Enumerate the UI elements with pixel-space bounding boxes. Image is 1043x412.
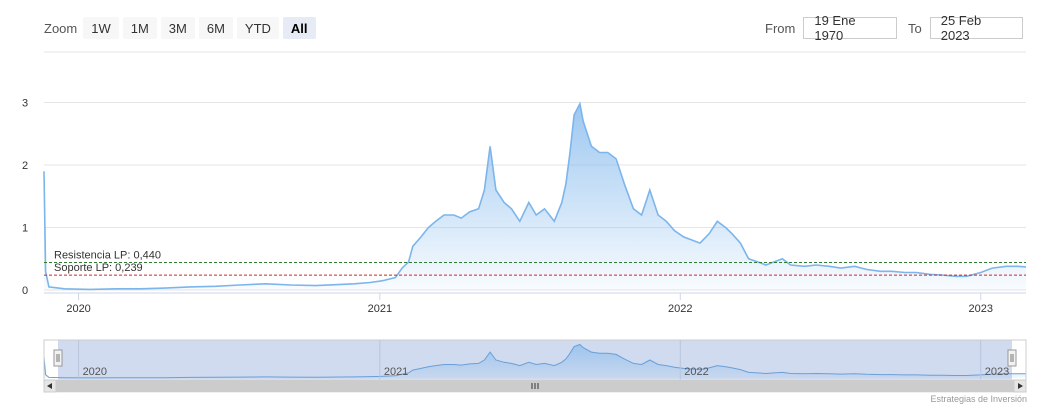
navigator-area [44,344,1026,378]
support-label: Soporte LP: 0,239 [54,262,143,274]
zoom-3m-button[interactable]: 3M [160,17,195,39]
navigator[interactable]: 2020 2021 2022 2023 [43,339,1027,381]
scrollbar[interactable] [43,379,1027,393]
y-tick-label: 0 [22,285,28,297]
navigator-tick-label: 2023 [985,366,1009,378]
zoom-1m-button[interactable]: 1M [122,17,157,39]
from-range: From 19 Ene 1970 [765,13,898,43]
y-tick-label: 2 [22,160,28,172]
zoom-toolbar: Zoom 1W 1M 3M 6M YTD All [44,16,320,40]
navigator-tick-label: 2021 [384,366,408,378]
arrow-left-icon [47,383,52,389]
x-tick-label: 2020 [66,303,90,315]
price-area [44,103,1026,290]
navigator-line [43,343,1027,379]
navigator-x-axis: 2020 2021 2022 2023 [78,340,1009,380]
y-axis: 0 1 2 3 [22,98,28,298]
scrollbar-grip-icon [531,383,539,389]
navigator-tick-label: 2022 [684,366,708,378]
price-line [43,101,1027,291]
to-label: To [908,20,922,36]
from-label: From [765,20,796,36]
x-tick-label: 2022 [668,303,692,315]
chart-credit[interactable]: Estrategias de Inversión [930,394,1027,404]
navigator-left-handle[interactable] [53,349,63,367]
resistance-label: Resistencia LP: 0,440 [54,250,161,262]
y-tick-label: 1 [22,223,28,235]
zoom-all-button[interactable]: All [282,17,316,39]
arrow-right-icon [1018,383,1023,389]
x-tick-label: 2023 [968,303,992,315]
zoom-label: Zoom [44,20,78,36]
y-tick-label: 3 [22,98,28,110]
zoom-1w-button[interactable]: 1W [83,17,119,39]
zoom-ytd-button[interactable]: YTD [236,17,279,39]
navigator-tick-label: 2020 [83,366,107,378]
zoom-6m-button[interactable]: 6M [198,17,233,39]
navigator-right-handle[interactable] [1007,349,1017,367]
x-axis: 2020 2021 2022 2023 [44,292,1026,315]
x-tick-label: 2021 [368,303,392,315]
